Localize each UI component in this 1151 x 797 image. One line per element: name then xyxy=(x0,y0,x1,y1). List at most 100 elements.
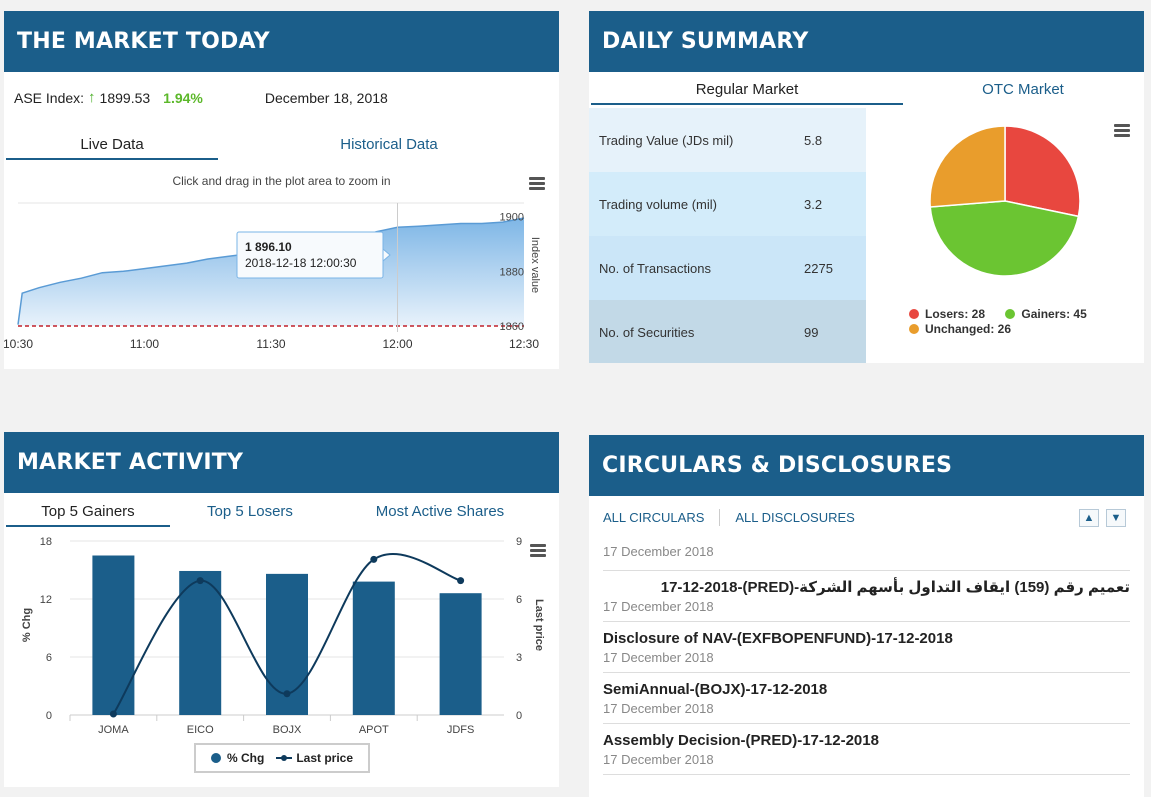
x-tick-label: 11:30 xyxy=(256,337,285,351)
summary-row: No. of Securities 99 xyxy=(589,300,866,363)
menu-icon[interactable] xyxy=(529,177,545,190)
gainers-bar-chart[interactable]: 0 6 12 18 0 3 6 9 JOMA EICO BOJX APOT JDFS % Chg Last … xyxy=(4,529,559,739)
scroll-down-button[interactable]: ▼ xyxy=(1106,509,1126,527)
legend-item-last-price[interactable]: Last price xyxy=(276,751,353,765)
summary-label: Trading volume (mil) xyxy=(599,196,717,212)
summary-label: No. of Transactions xyxy=(599,260,711,276)
tab-live-data[interactable]: Live Data xyxy=(6,136,218,160)
y-tick-label: 1860 xyxy=(500,321,524,333)
y-tick-label: 1880 xyxy=(500,266,524,278)
circular-title[interactable]: Assembly Decision-(PRED)-17-12-2018 xyxy=(603,732,879,749)
left-tick-label: 6 xyxy=(46,652,52,664)
last-price-point-eico xyxy=(196,577,204,585)
index-line: ASE Index: ↑ 1899.53 1.94% December 18, … xyxy=(14,89,388,106)
chevron-up-icon: ▲ xyxy=(1083,512,1095,524)
market-date: December 18, 2018 xyxy=(264,89,388,106)
category-label: JDFS xyxy=(447,724,475,736)
scroll-up-button[interactable]: ▲ xyxy=(1079,509,1099,527)
list-item[interactable]: Assembly Decision-(PRED)-17-12-2018 17 D… xyxy=(603,724,1130,775)
circular-date: 17 December 2018 xyxy=(603,752,714,767)
tab-regular-market[interactable]: Regular Market xyxy=(591,81,903,105)
market-tabs: Live Data Historical Data xyxy=(6,136,559,160)
all-circulars-link[interactable]: ALL CIRCULARS xyxy=(603,509,705,525)
tab-most-active[interactable]: Most Active Shares xyxy=(375,503,505,520)
summary-value: 2275 xyxy=(804,260,833,276)
index-line-chart[interactable]: 10:30 11:00 11:30 12:00 12:30 1900 1880 1860 Ind… xyxy=(4,191,559,369)
circular-title[interactable]: تعميم رقم (159) ايقاف التداول بأسهم الشر… xyxy=(660,579,1130,596)
right-tick-label: 0 xyxy=(516,710,522,722)
summary-value: 3.2 xyxy=(804,196,823,212)
legend-item-gainers[interactable]: Gainers: 45 xyxy=(1005,307,1087,321)
circular-title[interactable]: Disclosure of NAV-(EXFBOPENFUND)-17-12-2… xyxy=(603,630,953,647)
chart-tooltip: 1 896.10 2018-12-18 12:00:30 xyxy=(236,231,391,279)
bar-jdfs xyxy=(439,593,482,715)
category-label: APOT xyxy=(359,724,389,736)
left-tick-label: 0 xyxy=(46,710,52,722)
category-label: JOMA xyxy=(98,724,129,736)
right-tick-label: 9 xyxy=(516,536,522,548)
last-price-point-apot xyxy=(370,555,378,563)
tab-otc-market[interactable]: OTC Market xyxy=(982,81,1064,98)
tooltip-time: 2018-12-18 12:00:30 xyxy=(245,256,357,270)
circular-title[interactable]: SemiAnnual-(BOJX)-17-12-2018 xyxy=(603,681,828,698)
list-item: 17 December 2018 xyxy=(603,538,1130,571)
daily-summary-title: DAILY SUMMARY xyxy=(589,11,1144,72)
circulars-panel: CIRCULARS & DISCLOSURES ALL CIRCULARS AL… xyxy=(589,435,1144,797)
tab-top-losers[interactable]: Top 5 Losers xyxy=(207,503,293,520)
summary-value: 5.8 xyxy=(804,132,823,148)
index-change: 1.94% xyxy=(163,89,203,106)
left-tick-label: 18 xyxy=(40,536,52,548)
legend-item-losers[interactable]: Losers: 28 xyxy=(909,307,985,321)
y-tick-label: 1900 xyxy=(500,212,524,224)
index-value: 1899.53 xyxy=(99,89,151,106)
chevron-down-icon: ▼ xyxy=(1110,512,1122,524)
left-axis-title: % Chg xyxy=(21,608,33,642)
divider xyxy=(719,508,721,526)
market-pie-chart[interactable] xyxy=(915,118,1095,298)
all-disclosures-link[interactable]: ALL DISCLOSURES xyxy=(735,509,855,525)
last-price-point-bojx xyxy=(283,690,291,698)
legend-item-unchanged[interactable]: Unchanged: 26 xyxy=(909,322,1011,336)
summary-row: Trading Value (JDs mil) 5.8 xyxy=(589,108,866,172)
pie-slice-gainers xyxy=(929,200,1080,277)
list-item[interactable]: تعميم رقم (159) ايقاف التداول بأسهم الشر… xyxy=(603,571,1130,622)
right-axis-title: Last price xyxy=(533,599,545,651)
tab-historical-data[interactable]: Historical Data xyxy=(340,136,438,153)
y-axis-title: Index value xyxy=(529,237,541,293)
activity-tabs: Top 5 Gainers Top 5 Losers Most Active S… xyxy=(6,503,550,527)
last-price-point-joma xyxy=(109,710,117,718)
menu-icon[interactable] xyxy=(530,544,546,557)
market-today-title: THE MARKET TODAY xyxy=(4,11,559,72)
circular-date: 17 December 2018 xyxy=(603,701,714,716)
x-tick-label: 12:30 xyxy=(509,337,539,351)
tab-top-gainers[interactable]: Top 5 Gainers xyxy=(6,503,170,527)
circulars-list[interactable]: 17 December 2018 تعميم رقم (159) ايقاف ا… xyxy=(603,538,1130,797)
market-activity-title: MARKET ACTIVITY xyxy=(4,432,559,493)
circulars-title: CIRCULARS & DISCLOSURES xyxy=(589,435,1144,496)
summary-tabs: Regular Market OTC Market xyxy=(591,81,1143,105)
list-item[interactable]: SemiAnnual-(BOJX)-17-12-2018 17 December… xyxy=(603,673,1130,724)
summary-label: Trading Value (JDs mil) xyxy=(599,132,734,148)
line-marker-icon xyxy=(276,755,293,761)
bar-eico xyxy=(179,570,222,715)
bar-joma xyxy=(92,555,135,715)
market-today-panel: THE MARKET TODAY ASE Index: ↑ 1899.53 1.… xyxy=(4,11,559,369)
list-item[interactable]: Disclosure of NAV-(EXFBOPENFUND)-17-12-2… xyxy=(603,622,1130,673)
daily-summary-panel: DAILY SUMMARY Regular Market OTC Market … xyxy=(589,11,1144,363)
circular-date: 17 December 2018 xyxy=(603,599,714,614)
legend-item-chg[interactable]: % Chg xyxy=(210,751,264,765)
summary-value: 99 xyxy=(804,324,819,340)
pie-slice-unchanged xyxy=(929,125,1006,208)
summary-row: No. of Transactions 2275 xyxy=(589,236,866,300)
chart-zoom-note: Click and drag in the plot area to zoom … xyxy=(172,174,391,188)
category-label: EICO xyxy=(187,724,214,736)
circular-date: 17 December 2018 xyxy=(603,650,714,665)
x-tick-label: 12:00 xyxy=(382,337,412,351)
x-tick-label: 10:30 xyxy=(4,337,33,351)
circulars-links: ALL CIRCULARS ALL DISCLOSURES xyxy=(589,496,1144,538)
left-tick-label: 12 xyxy=(40,594,52,606)
menu-icon[interactable] xyxy=(1114,124,1130,137)
tooltip-value: 1 896.10 xyxy=(245,240,292,254)
category-label: BOJX xyxy=(273,724,302,736)
summary-label: No. of Securities xyxy=(599,324,695,340)
